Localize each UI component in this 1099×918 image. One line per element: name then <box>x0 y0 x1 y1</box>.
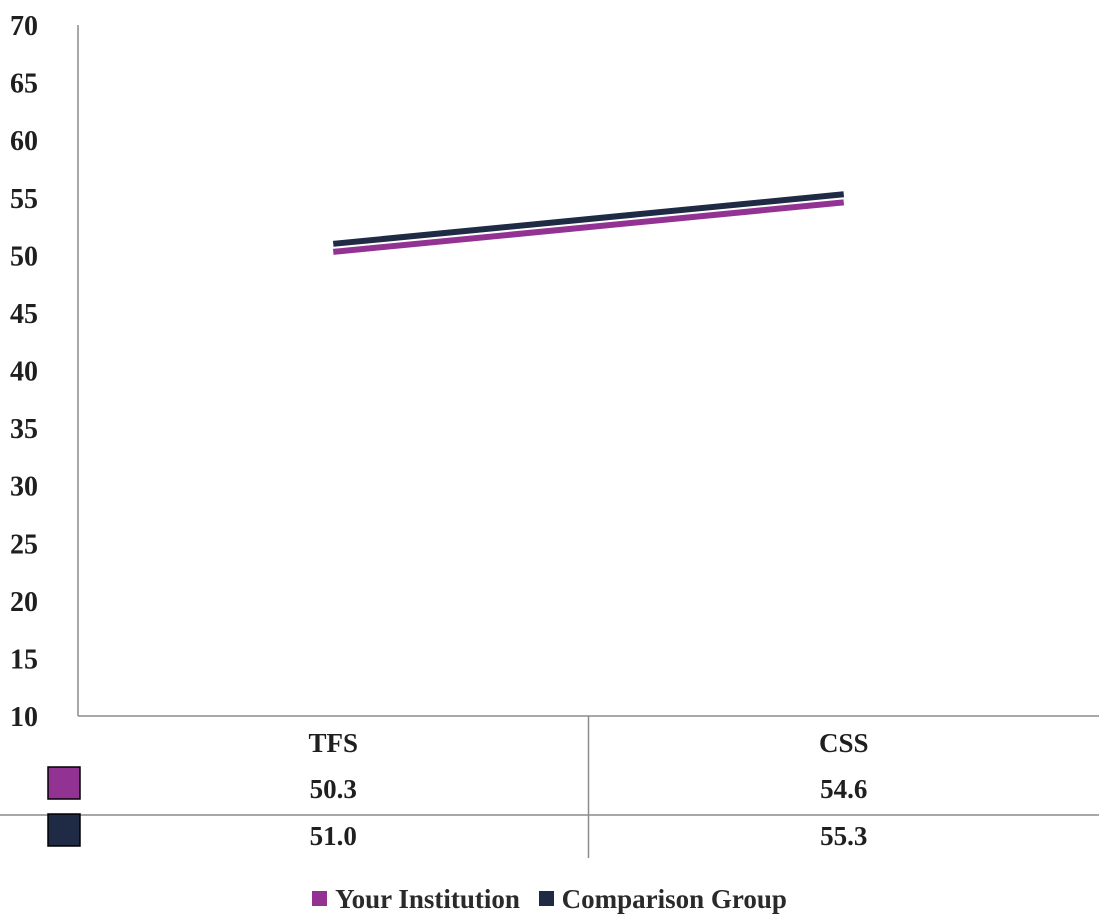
y-tick-label-65: 65 <box>10 69 38 100</box>
legend-swatch-your-institution <box>312 891 328 906</box>
data-label: 54.6 <box>820 774 867 804</box>
y-tick-label-50: 50 <box>10 241 38 272</box>
legend-swatch-comparison-group <box>538 891 554 906</box>
data-table-lines <box>0 716 1099 858</box>
y-tick-label-40: 40 <box>10 357 38 388</box>
y-tick-label-35: 35 <box>10 414 38 445</box>
y-tick-label-60: 60 <box>10 126 38 157</box>
legend-label-your-institution: Your Institution <box>335 884 520 914</box>
y-tick-label-25: 25 <box>10 529 38 560</box>
data-label: 51.0 <box>310 821 357 851</box>
y-tick-label-45: 45 <box>10 299 38 330</box>
data-table: 50.3 54.6 51.0 55.3 <box>47 766 867 851</box>
y-tick-label-30: 30 <box>10 472 38 503</box>
legend-label-comparison-group: Comparison Group <box>561 884 787 914</box>
y-tick-label-20: 20 <box>10 587 38 618</box>
y-tick-label-15: 15 <box>10 644 38 675</box>
table-swatch-1 <box>47 813 81 847</box>
y-axis-ticks: 70 65 60 55 50 45 40 35 30 25 20 15 10 <box>10 11 38 733</box>
series-line-1 <box>332 191 845 247</box>
x-tick-label-tfs: TFS <box>308 728 358 758</box>
x-axis-labels: TFS CSS <box>308 728 868 758</box>
x-tick-label-css: CSS <box>819 728 869 758</box>
data-label: 50.3 <box>310 774 357 804</box>
legend-item-comparison-group: Comparison Group <box>538 884 787 915</box>
y-tick-label-70: 70 <box>10 11 38 42</box>
series-lines <box>332 191 845 255</box>
legend-item-your-institution: Your Institution <box>312 884 520 915</box>
y-tick-label-55: 55 <box>10 184 38 215</box>
series-line-0 <box>332 199 845 255</box>
y-tick-label-10: 10 <box>10 702 38 733</box>
table-swatch-0 <box>47 766 81 800</box>
line-chart: 70 65 60 55 50 45 40 35 30 25 20 15 10 TFS CSS 50.3 54… <box>0 11 1099 858</box>
legend: Your Institution Comparison Group <box>0 884 1099 915</box>
data-label: 55.3 <box>820 821 867 851</box>
